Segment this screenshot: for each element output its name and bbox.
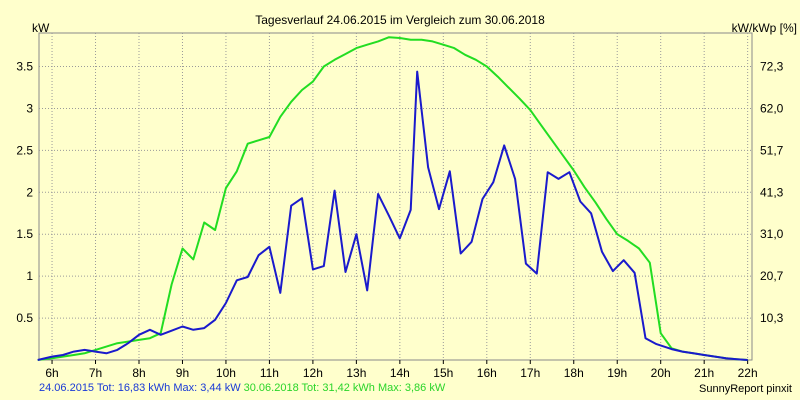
grid bbox=[39, 33, 752, 360]
x-tick-label: 6h bbox=[45, 366, 58, 380]
x-tick-label: 17h bbox=[520, 366, 540, 380]
y-axis-label-right: kW/kWp [%] bbox=[732, 21, 797, 35]
credit-text: SunnyReport pinxit bbox=[699, 383, 792, 395]
series-group bbox=[37, 36, 748, 361]
legend-2018: 30.06.2018 Tot: 31,42 kWh Max: 3,86 kW bbox=[243, 382, 446, 394]
x-tick-label: 13h bbox=[346, 366, 366, 380]
legend-2015: 24.06.2015 Tot: 16,83 kWh Max: 3,44 kW bbox=[39, 382, 241, 394]
x-tick-label: 14h bbox=[390, 366, 410, 380]
x-tick-label: 20h bbox=[651, 366, 671, 380]
y-tick-label-left: 2 bbox=[26, 185, 33, 199]
x-tick-label: 12h bbox=[303, 366, 323, 380]
x-tick-label: 9h bbox=[176, 366, 189, 380]
x-ticks: 6h 7h 8h 9h 10h 11h 12h 13h 14h 15h 16h 17h 18h 19h 20… bbox=[45, 360, 758, 380]
y-tick-label-right: 10,3 bbox=[760, 311, 784, 325]
y-tick-label-right: 41,3 bbox=[760, 185, 784, 199]
y-axis-label-left: kW bbox=[32, 21, 50, 35]
y-tick-label-left: 1.5 bbox=[16, 227, 33, 241]
y-tick-label-left: 2.5 bbox=[16, 143, 33, 157]
y-ticks-right: 10,3 20,7 31,0 41,3 51,7 62,0 72,3 bbox=[760, 60, 784, 326]
x-tick-label: 18h bbox=[564, 366, 584, 380]
x-tick-label: 16h bbox=[477, 366, 497, 380]
y-tick-label-left: 3 bbox=[26, 101, 33, 115]
x-tick-label: 22h bbox=[738, 366, 758, 380]
y-tick-label-right: 62,0 bbox=[760, 101, 784, 115]
x-tick-label: 21h bbox=[694, 366, 714, 380]
y-ticks-left: 0.5 1 1.5 2 2.5 3 3.5 bbox=[16, 60, 33, 326]
y-tick-label-left: 1 bbox=[26, 269, 33, 283]
x-tick-label: 15h bbox=[433, 366, 453, 380]
x-tick-label: 7h bbox=[89, 366, 102, 380]
y-tick-label-right: 51,7 bbox=[760, 143, 784, 157]
y-tick-label-left: 3.5 bbox=[16, 60, 33, 74]
plot-area bbox=[38, 32, 753, 361]
chart-title: Tagesverlauf 24.06.2015 im Vergleich zum… bbox=[255, 13, 545, 27]
series-line-24-06-2015 bbox=[37, 70, 748, 361]
legend: 24.06.2015 Tot: 16,83 kWh Max: 3,44 kW 3… bbox=[39, 382, 445, 394]
x-tick-label: 11h bbox=[260, 366, 279, 380]
y-tick-label-left: 0.5 bbox=[16, 311, 33, 325]
y-tick-label-right: 31,0 bbox=[760, 227, 784, 241]
x-tick-label: 8h bbox=[132, 366, 145, 380]
x-tick-label: 10h bbox=[216, 366, 236, 380]
x-tick-label: 19h bbox=[607, 366, 627, 380]
y-tick-label-right: 72,3 bbox=[760, 60, 784, 74]
y-tick-label-right: 20,7 bbox=[760, 269, 784, 283]
